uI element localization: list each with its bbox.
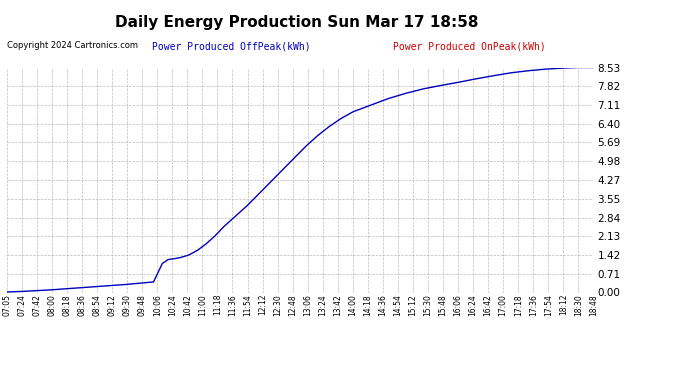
Text: Power Produced OffPeak(kWh): Power Produced OffPeak(kWh) [152, 41, 310, 51]
Text: Copyright 2024 Cartronics.com: Copyright 2024 Cartronics.com [7, 41, 138, 50]
Text: Power Produced OnPeak(kWh): Power Produced OnPeak(kWh) [393, 41, 546, 51]
Text: Daily Energy Production Sun Mar 17 18:58: Daily Energy Production Sun Mar 17 18:58 [115, 15, 478, 30]
